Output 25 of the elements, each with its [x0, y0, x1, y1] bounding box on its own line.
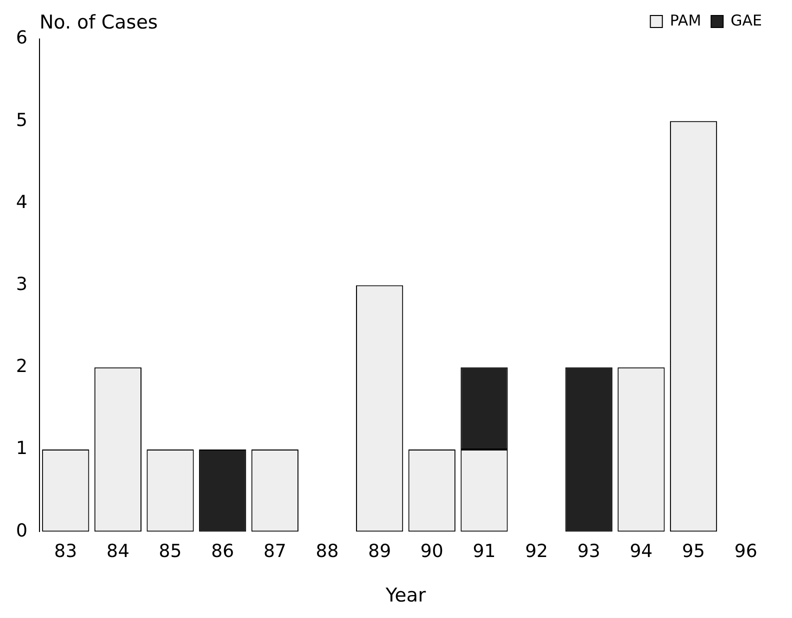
x-tick-label: 87 — [263, 541, 286, 562]
y-tick-label: 0 — [16, 520, 28, 542]
x-tick-label: 94 — [630, 541, 653, 562]
legend-label: GAE — [730, 11, 762, 30]
y-tick-label: 1 — [16, 438, 28, 460]
x-tick-label: 88 — [316, 541, 339, 562]
x-tick-label: 84 — [106, 541, 130, 562]
y-axis-title: No. of Cases — [39, 11, 158, 34]
x-tick-label: 85 — [158, 541, 182, 562]
y-tick-label: 2 — [16, 356, 28, 378]
y-tick-label: 4 — [16, 192, 28, 213]
x-tick-label: 83 — [54, 541, 78, 562]
legend-label: PAM — [670, 11, 702, 30]
x-tick-label: 92 — [525, 541, 548, 562]
x-axis-title: Year — [384, 584, 426, 607]
x-tick-label: 90 — [420, 541, 444, 562]
y-tick-label: 5 — [16, 110, 28, 131]
x-tick-label: 95 — [682, 541, 705, 562]
y-tick-label: 6 — [16, 28, 28, 49]
x-tick-label: 89 — [368, 541, 392, 562]
x-tick-label: 91 — [472, 541, 496, 562]
y-tick-label: 3 — [16, 274, 28, 295]
x-tick-label: 96 — [734, 541, 758, 562]
x-tick-label: 86 — [211, 541, 234, 562]
x-tick-label: 93 — [577, 541, 600, 562]
